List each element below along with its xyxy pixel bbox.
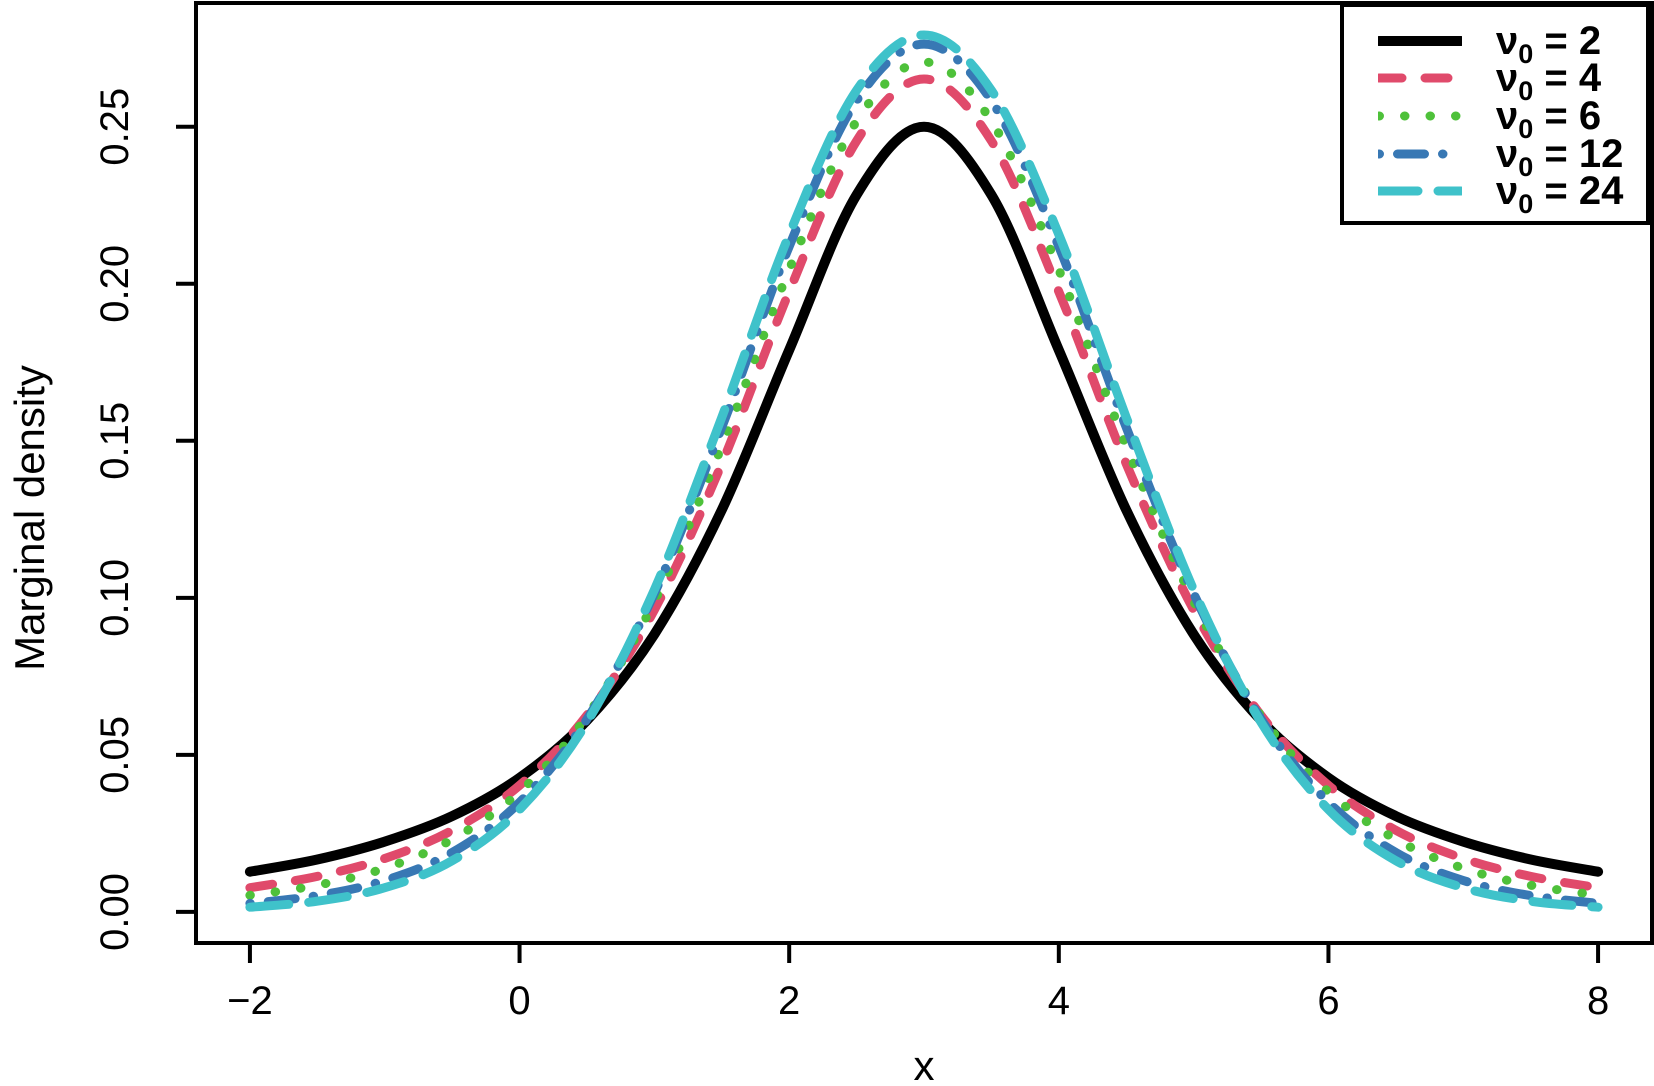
x-tick-label: 4 <box>1048 979 1070 1023</box>
plot-border <box>194 1 1654 945</box>
x-tick-label: −2 <box>227 979 273 1023</box>
nu-subscript: 0 <box>1518 76 1534 107</box>
y-axis-title: Marginal density <box>6 365 53 671</box>
legend-line-sample <box>1378 73 1462 83</box>
density-curve-nu0-4 <box>245 74 1603 893</box>
legend-item-nu0-6: ν0 = 6 <box>1344 93 1646 143</box>
y-tick-label: 0.20 <box>93 245 137 323</box>
y-tick-label: 0.10 <box>93 559 137 637</box>
x-axis-title: x <box>913 1042 935 1086</box>
legend-label: ν0 = 4 <box>1496 56 1602 105</box>
nu-symbol: ν <box>1496 169 1519 214</box>
nu-subscript: 0 <box>1518 189 1534 220</box>
x-tick-label: 8 <box>1587 979 1609 1023</box>
legend-label: ν0 = 12 <box>1496 131 1624 181</box>
density-curve-nu0-2 <box>244 121 1604 877</box>
legend-item-nu0-4: ν0 = 4 <box>1344 56 1646 105</box>
y-tick-label: 0.05 <box>93 716 137 794</box>
legend-value: = 2 <box>1533 18 1602 63</box>
x-tick-label: 6 <box>1317 979 1339 1023</box>
y-tick-label: 0.15 <box>93 402 137 480</box>
nu-symbol: ν <box>1496 93 1519 138</box>
density-curve-nu0-12 <box>245 39 1603 908</box>
legend-line-sample <box>1378 35 1462 46</box>
legend-value: = 6 <box>1533 93 1602 138</box>
legend-value: = 12 <box>1533 131 1624 176</box>
nu-subscript: 0 <box>1518 151 1534 182</box>
nu-subscript: 0 <box>1518 38 1534 69</box>
x-tick-label: 0 <box>508 979 530 1023</box>
nu-subscript: 0 <box>1518 113 1534 144</box>
legend-line-sample <box>1378 149 1462 159</box>
legend-label: ν0 = 24 <box>1496 169 1624 218</box>
legend: ν0 = 2 ν0 = 4 ν0 = 6 ν0 = 12 ν0 = 24 <box>1340 3 1650 225</box>
nu-symbol: ν <box>1496 18 1519 63</box>
y-tick-label: 0.00 <box>93 873 137 951</box>
nu-symbol: ν <box>1496 56 1519 101</box>
legend-label: ν0 = 6 <box>1496 93 1602 143</box>
legend-item-nu0-2: ν0 = 2 <box>1344 18 1646 68</box>
legend-item-nu0-12: ν0 = 12 <box>1344 131 1646 181</box>
legend-line-sample <box>1378 111 1462 121</box>
legend-item-nu0-24: ν0 = 24 <box>1344 169 1646 218</box>
legend-value: = 24 <box>1533 169 1624 214</box>
density-curve-nu0-24 <box>245 30 1603 912</box>
nu-symbol: ν <box>1496 131 1519 176</box>
x-tick-label: 2 <box>778 979 800 1023</box>
legend-line-sample <box>1378 186 1462 196</box>
y-tick-label: 0.25 <box>93 88 137 166</box>
legend-value: = 4 <box>1533 56 1602 101</box>
legend-label: ν0 = 2 <box>1496 18 1602 68</box>
